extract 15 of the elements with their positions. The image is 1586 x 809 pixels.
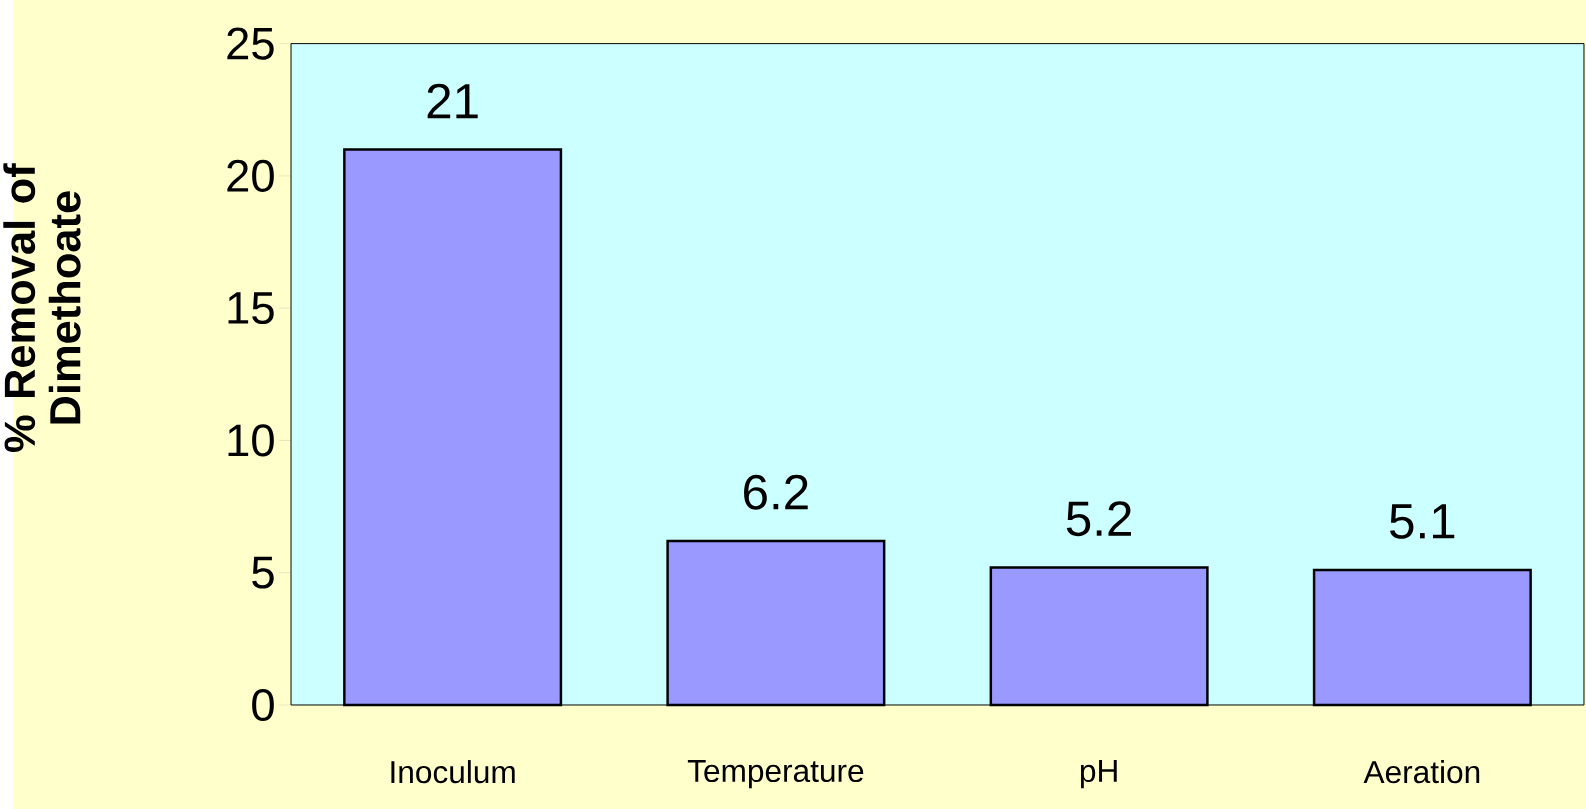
x-tick-label: Aeration [1363, 760, 1480, 784]
x-tick-label: Inoculum [391, 760, 515, 784]
y-tick-label: 0 [252, 688, 274, 722]
y-tick-label: 10 [228, 424, 274, 457]
data-label: 5.1 [1390, 504, 1455, 539]
x-tick-label: pH [1080, 760, 1117, 789]
data-label: 21 [427, 83, 478, 119]
y-tick-label: 5 [252, 556, 274, 589]
x-tick-label: Temperature [687, 760, 864, 789]
y-tick-label: 20 [227, 159, 274, 192]
y-tick-label: 15 [228, 292, 274, 324]
data-label: 5.2 [1066, 501, 1131, 537]
data-label: 6.2 [744, 474, 808, 510]
y-tick-label: 25 [227, 27, 274, 60]
y-axis-title: % Removal of Dimethoate [3, 163, 81, 452]
